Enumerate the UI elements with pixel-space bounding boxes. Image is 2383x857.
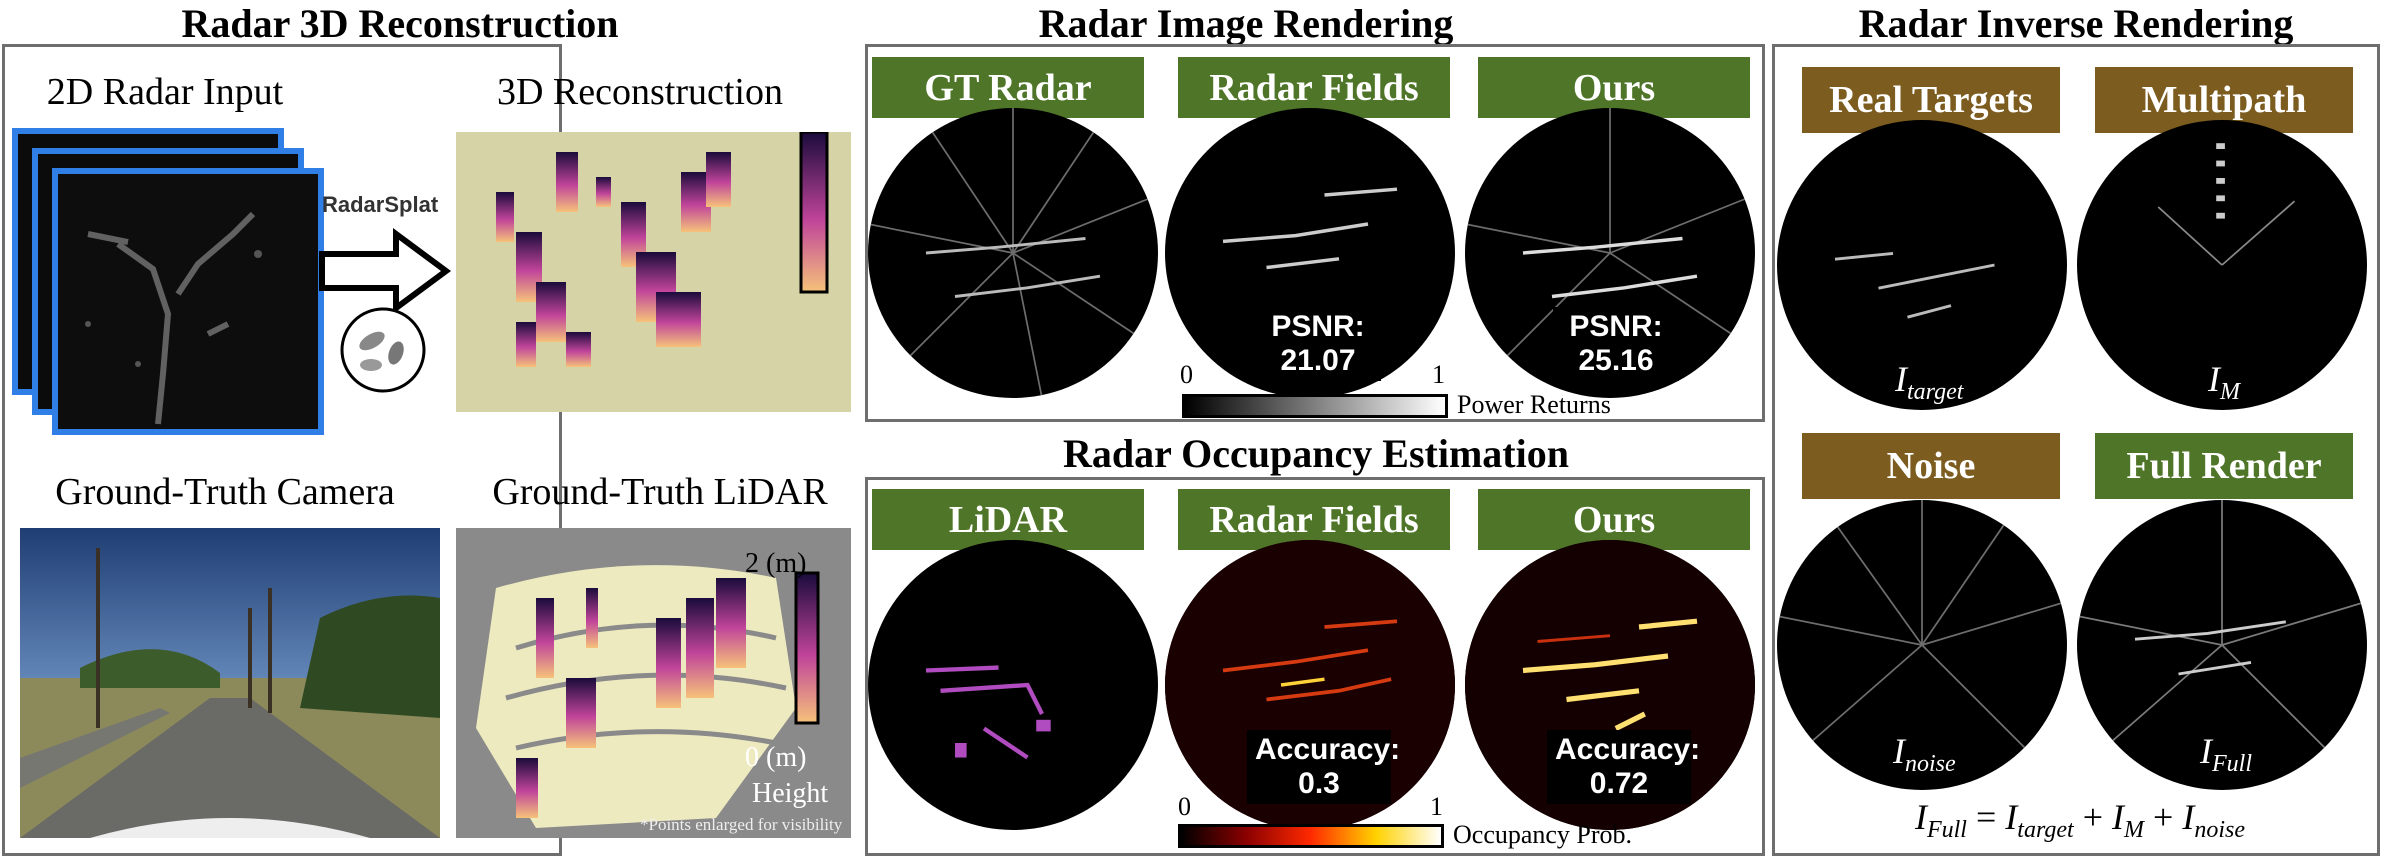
label-i-noise: Inoise — [1893, 730, 1956, 778]
eq-sym-i: I — [2005, 797, 2018, 837]
occ-cbar-min: 0 — [1178, 792, 1191, 821]
tag-noise: Noise — [1802, 433, 2060, 499]
real-targets-disc — [1777, 120, 2067, 410]
radar-input-stack — [12, 128, 324, 435]
accuracy-ours: Accuracy: 0.72 — [1547, 730, 1701, 804]
label-i-target: Itarget — [1895, 358, 1963, 406]
eq-sub-m: M — [2124, 817, 2145, 844]
sub-m: M — [2220, 379, 2240, 406]
render-section-title: Radar Image Rendering — [1038, 1, 1454, 46]
eq-sub-target: target — [2017, 817, 2074, 844]
psnr-value: 21.07 — [1280, 344, 1356, 377]
psnr-radar-fields: PSNR: 21.07 — [1255, 307, 1381, 381]
accuracy-label: Accuracy: — [1555, 733, 1701, 766]
label-i-m: IM — [2208, 358, 2240, 406]
arrow-icon — [318, 226, 453, 316]
gt-radar-disc — [868, 108, 1158, 398]
inverse-panel — [1772, 44, 2380, 856]
eq-sym-i: I — [2182, 797, 2195, 837]
reconstruction-caption: 3D Reconstruction — [496, 71, 783, 113]
tag-radar-fields-render: Radar Fields — [1178, 57, 1450, 118]
eq-sym-i: I — [2112, 797, 2125, 837]
eq-equals: = — [1966, 797, 2006, 837]
render-panel — [865, 44, 1765, 422]
lidar-caption: Ground-Truth LiDAR — [492, 471, 828, 513]
radar-input-caption: 2D Radar Input — [46, 71, 284, 113]
lidar-view — [456, 528, 851, 838]
camera-image — [20, 528, 440, 838]
left-section-title: Radar 3D Reconstruction — [181, 1, 619, 46]
sym-i: I — [1895, 359, 1907, 399]
eq-plus: + — [2144, 797, 2183, 837]
lidar-occupancy-disc — [868, 540, 1158, 830]
power-cbar-min: 0 — [1180, 360, 1193, 389]
method-logo: RadarSplat — [322, 192, 439, 217]
tag-ours-render: Ours — [1478, 57, 1750, 118]
full-render-disc — [2077, 500, 2367, 790]
height-axis-label: Height — [752, 778, 829, 809]
tag-lidar: LiDAR — [872, 489, 1144, 550]
label-i-full: IFull — [2200, 730, 2252, 778]
eq-plus: + — [2073, 797, 2113, 837]
height-top-label: 2 (m) — [745, 548, 807, 579]
multipath-disc — [2077, 120, 2367, 410]
occupancy-section-title: Radar Occupancy Estimation — [1063, 431, 1569, 476]
decomposition-equation: IFull = Itarget + IM + Inoise — [1800, 796, 2360, 844]
tag-full-render: Full Render — [2095, 433, 2353, 499]
eq-sub-noise: noise — [2194, 817, 2246, 844]
sym-i: I — [1893, 731, 1905, 771]
power-colorbar — [1182, 394, 1448, 418]
radar-fields-occupancy-disc — [1165, 540, 1455, 830]
lidar-footnote: *Points enlarged for visibility — [640, 815, 843, 834]
psnr-label: PSNR: — [1569, 310, 1663, 343]
power-cbar-label: Power Returns — [1457, 390, 1611, 419]
eq-sub-full: Full — [1926, 817, 1967, 844]
psnr-value: 25.16 — [1578, 344, 1654, 377]
inverse-section-title: Radar Inverse Rendering — [1858, 1, 2294, 46]
radar-frame-front — [52, 168, 324, 435]
sym-i: I — [2200, 731, 2212, 771]
camera-caption: Ground-Truth Camera — [55, 471, 395, 513]
noise-disc — [1777, 500, 2067, 790]
gaussian-icon — [338, 305, 428, 395]
accuracy-label: Accuracy: — [1255, 733, 1401, 766]
tag-ours-occ: Ours — [1478, 489, 1750, 550]
occupancy-colorbar — [1178, 824, 1444, 848]
psnr-ours: PSNR: 25.16 — [1553, 307, 1679, 381]
occ-cbar-label: Occupancy Prob. — [1453, 820, 1633, 849]
tag-radar-fields-occ: Radar Fields — [1178, 489, 1450, 550]
tag-multipath: Multipath — [2095, 67, 2353, 133]
occupancy-panel — [865, 477, 1765, 856]
power-cbar-max: 1 — [1432, 360, 1445, 389]
accuracy-value: 0.3 — [1298, 767, 1340, 800]
reconstruction-view — [456, 132, 851, 412]
sym-i: I — [2208, 359, 2220, 399]
height-bottom-label: 0 (m) — [745, 742, 807, 773]
eq-sym-i: I — [1914, 797, 1927, 837]
left-panel — [2, 44, 562, 856]
sub-noise: noise — [1905, 751, 1956, 778]
accuracy-value: 0.72 — [1589, 767, 1649, 800]
accuracy-radar-fields: Accuracy: 0.3 — [1247, 730, 1401, 804]
sub-target: target — [1907, 379, 1964, 406]
psnr-label: PSNR: — [1271, 310, 1365, 343]
occ-cbar-max: 1 — [1430, 792, 1443, 821]
tag-gt-radar: GT Radar — [872, 57, 1144, 118]
sub-full: Full — [2212, 751, 2252, 778]
